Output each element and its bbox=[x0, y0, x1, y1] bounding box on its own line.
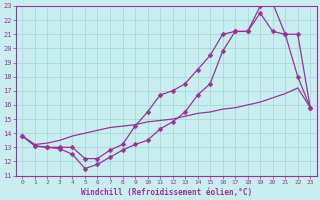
X-axis label: Windchill (Refroidissement éolien,°C): Windchill (Refroidissement éolien,°C) bbox=[81, 188, 252, 197]
